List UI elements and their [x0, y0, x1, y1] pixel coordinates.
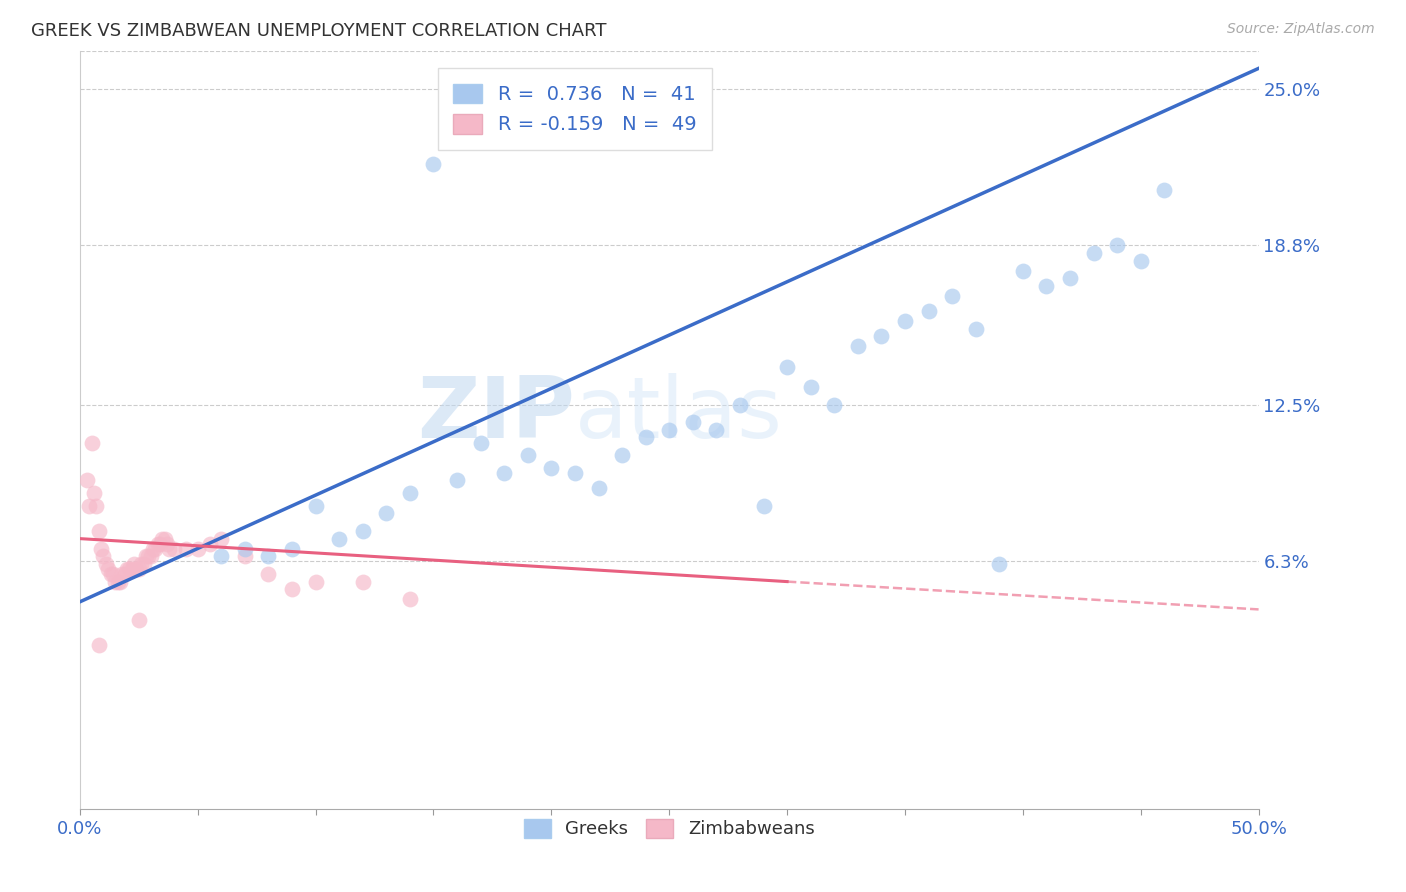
Point: [470, 435, 492, 450]
Point: [494, 466, 516, 480]
Text: GREEK VS ZIMBABWEAN UNEMPLOYMENT CORRELATION CHART: GREEK VS ZIMBABWEAN UNEMPLOYMENT CORRELA…: [31, 22, 606, 40]
Point: [564, 466, 586, 480]
Point: [281, 582, 304, 597]
Point: [917, 304, 939, 318]
Point: [159, 541, 181, 556]
Point: [658, 423, 681, 437]
Point: [163, 541, 186, 556]
Text: ZIP: ZIP: [418, 373, 575, 456]
Point: [776, 359, 799, 374]
Point: [1129, 253, 1152, 268]
Point: [422, 157, 444, 171]
Point: [122, 557, 145, 571]
Point: [149, 537, 172, 551]
Point: [516, 448, 538, 462]
Point: [104, 574, 127, 589]
Point: [128, 613, 150, 627]
Point: [352, 524, 374, 538]
Point: [198, 537, 221, 551]
Point: [80, 435, 103, 450]
Point: [304, 574, 326, 589]
Point: [706, 423, 728, 437]
Point: [610, 448, 633, 462]
Point: [129, 557, 152, 571]
Point: [375, 506, 398, 520]
Point: [174, 541, 197, 556]
Point: [107, 574, 129, 589]
Point: [257, 567, 280, 582]
Text: atlas: atlas: [575, 373, 783, 456]
Point: [352, 574, 374, 589]
Point: [83, 486, 105, 500]
Point: [1011, 263, 1033, 277]
Point: [281, 541, 304, 556]
Point: [540, 460, 562, 475]
Point: [146, 537, 169, 551]
Point: [87, 524, 110, 538]
Point: [446, 474, 468, 488]
Point: [114, 567, 136, 582]
Point: [121, 562, 143, 576]
Point: [118, 562, 141, 576]
Point: [588, 481, 610, 495]
Point: [90, 541, 112, 556]
Point: [108, 574, 131, 589]
Point: [257, 549, 280, 564]
Point: [634, 430, 657, 444]
Point: [125, 562, 148, 576]
Point: [682, 415, 704, 429]
Point: [399, 592, 422, 607]
Point: [76, 474, 98, 488]
Point: [87, 638, 110, 652]
Point: [328, 532, 350, 546]
Point: [86, 499, 108, 513]
Point: [800, 380, 823, 394]
Point: [79, 499, 101, 513]
Point: [988, 557, 1011, 571]
Point: [111, 567, 134, 582]
Point: [100, 567, 122, 582]
Point: [233, 549, 256, 564]
Point: [1083, 246, 1105, 260]
Point: [132, 557, 155, 571]
Point: [97, 562, 120, 576]
Point: [965, 322, 987, 336]
Point: [304, 499, 326, 513]
Point: [399, 486, 422, 500]
Point: [150, 532, 173, 546]
Point: [115, 562, 138, 576]
Y-axis label: Unemployment: Unemployment: [0, 366, 8, 494]
Point: [135, 549, 157, 564]
Point: [94, 557, 117, 571]
Point: [153, 532, 176, 546]
Point: [233, 541, 256, 556]
Point: [187, 541, 209, 556]
Text: Source: ZipAtlas.com: Source: ZipAtlas.com: [1227, 22, 1375, 37]
Point: [142, 541, 165, 556]
Point: [1035, 278, 1057, 293]
Point: [941, 289, 963, 303]
Point: [846, 339, 869, 353]
Point: [101, 567, 124, 582]
Point: [752, 499, 775, 513]
Point: [1153, 183, 1175, 197]
Point: [209, 532, 232, 546]
Point: [209, 549, 232, 564]
Point: [728, 398, 751, 412]
Point: [139, 549, 162, 564]
Point: [894, 314, 917, 328]
Point: [1059, 271, 1081, 285]
Point: [93, 549, 115, 564]
Point: [156, 537, 179, 551]
Point: [128, 562, 150, 576]
Legend: Greeks, Zimbabweans: Greeks, Zimbabweans: [516, 812, 823, 846]
Point: [136, 549, 159, 564]
Point: [823, 398, 845, 412]
Point: [1107, 238, 1129, 252]
Point: [870, 329, 893, 343]
Point: [143, 541, 166, 556]
